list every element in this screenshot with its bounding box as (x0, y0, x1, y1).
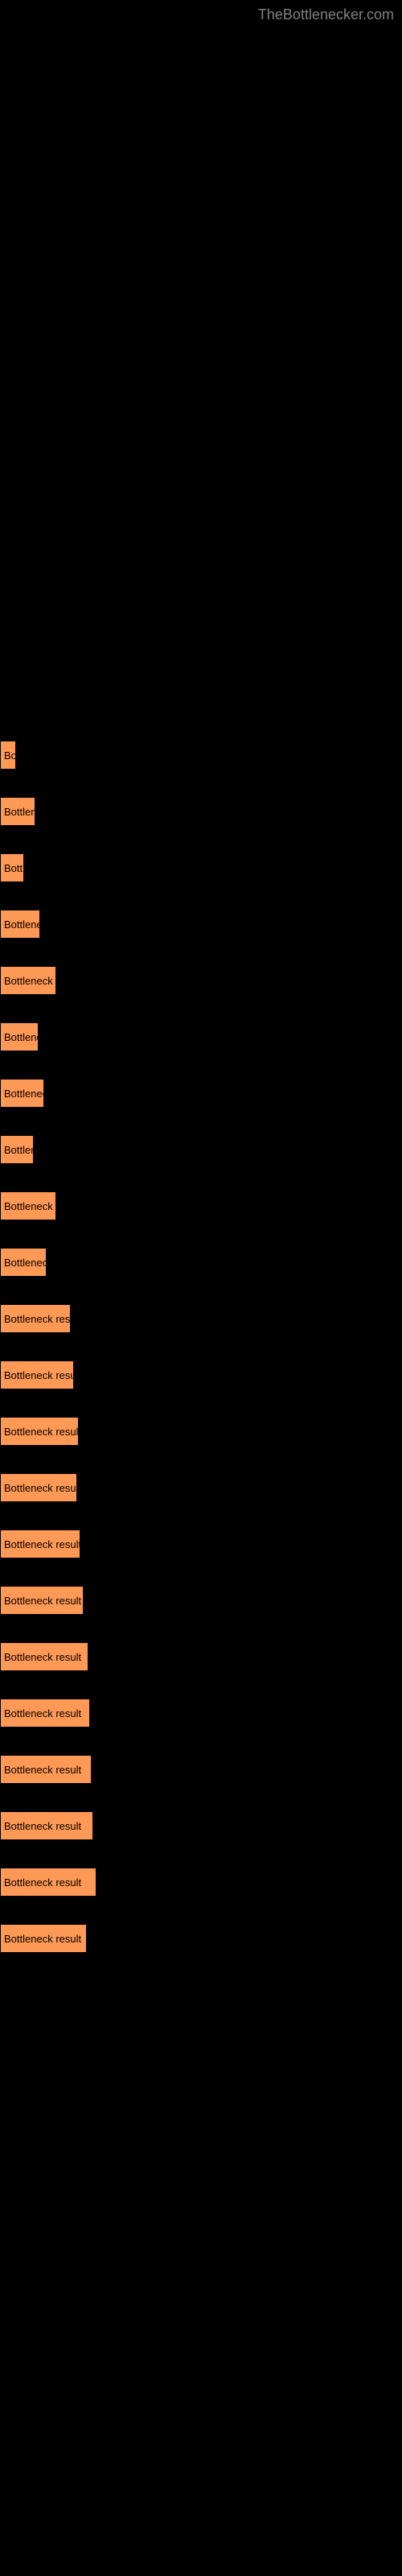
bar-row: Bottlene (0, 1119, 402, 1175)
chart-bar: Bottleneck (0, 1079, 44, 1108)
chart-bar: Bottleneck (0, 1248, 47, 1277)
chart-bar: Bottleneck result (0, 1304, 71, 1333)
watermark-text: TheBottlenecker.com (258, 6, 394, 23)
bar-row: Bottleneck re (0, 950, 402, 1006)
bar-label: Bottleneck result (4, 1876, 81, 1889)
bar-chart: Bo Bottlene Botti Bottleneck Bottleneck re Bo… (0, 724, 402, 1964)
bar-row: Bottleneck (0, 1063, 402, 1119)
bar-row: Bottleneck result (0, 1457, 402, 1513)
bar-row: Bottleneck result (0, 1626, 402, 1682)
chart-bar: Bottleneck result (0, 1586, 84, 1615)
bar-row: Botti (0, 837, 402, 894)
bar-label: Bottleneck result (4, 1595, 81, 1607)
bar-label: Bottleneck result (4, 1538, 80, 1550)
chart-bar: Bottleneck result (0, 1755, 92, 1784)
bar-row: Bottleneck result (0, 1795, 402, 1852)
bar-row: Bottleneck result (0, 1852, 402, 1908)
chart-bar: Bottleneck result (0, 1868, 96, 1897)
chart-bar: Bo (0, 741, 16, 770)
bar-row: Bottleneck (0, 894, 402, 950)
bar-label: Bottlenec (4, 1031, 39, 1043)
chart-bar: Botti (0, 853, 24, 882)
chart-bar: Bottleneck result (0, 1699, 90, 1728)
bar-label: Bottleneck result (4, 1369, 74, 1381)
bar-label: Bottleneck re (4, 975, 56, 987)
bar-label: Bottleneck re (4, 1200, 56, 1212)
bar-label: Bottleneck result (4, 1426, 79, 1438)
bar-label: Botti (4, 862, 24, 874)
bar-label: Bottleneck result (4, 1764, 81, 1776)
bar-label: Bottleneck (4, 919, 40, 931)
bar-row: Bottleneck (0, 1232, 402, 1288)
bar-row: Bottleneck re (0, 1175, 402, 1232)
bar-row: Bottleneck result (0, 1908, 402, 1964)
bar-label: Bottleneck result (4, 1933, 81, 1945)
chart-bar: Bottleneck (0, 910, 40, 939)
chart-bar: Bottlene (0, 797, 35, 826)
bar-label: Bottlene (4, 1144, 34, 1156)
bar-label: Bottlene (4, 806, 35, 818)
bar-row: Bottleneck result (0, 1288, 402, 1344)
bar-label: Bottleneck result (4, 1651, 81, 1663)
bar-row: Bottleneck result (0, 1344, 402, 1401)
bar-label: Bottleneck result (4, 1482, 77, 1494)
bar-row: Bottlene (0, 781, 402, 837)
chart-bar: Bottleneck result (0, 1473, 77, 1502)
chart-bar: Bottleneck result (0, 1811, 93, 1840)
bar-row: Bottleneck result (0, 1739, 402, 1795)
chart-bar: Bottleneck result (0, 1642, 88, 1671)
bar-row: Bottleneck result (0, 1513, 402, 1570)
bar-row: Bottleneck result (0, 1682, 402, 1739)
chart-bar: Bottleneck result (0, 1530, 80, 1558)
bar-row: Bottlenec (0, 1006, 402, 1063)
chart-bar: Bottleneck re (0, 1191, 56, 1220)
chart-bar: Bottlenec (0, 1022, 39, 1051)
bar-label: Bottleneck (4, 1257, 47, 1269)
bar-label: Bo (4, 749, 16, 762)
bar-row: Bottleneck result (0, 1570, 402, 1626)
bar-row: Bottleneck result (0, 1401, 402, 1457)
chart-bar: Bottlene (0, 1135, 34, 1164)
chart-bar: Bottleneck result (0, 1417, 79, 1446)
chart-bar: Bottleneck re (0, 966, 56, 995)
bar-row: Bo (0, 724, 402, 781)
chart-bar: Bottleneck result (0, 1924, 87, 1953)
chart-bar: Bottleneck result (0, 1360, 74, 1389)
bar-label: Bottleneck result (4, 1707, 81, 1719)
bar-label: Bottleneck (4, 1088, 44, 1100)
bar-label: Bottleneck result (4, 1313, 71, 1325)
bar-label: Bottleneck result (4, 1820, 81, 1832)
